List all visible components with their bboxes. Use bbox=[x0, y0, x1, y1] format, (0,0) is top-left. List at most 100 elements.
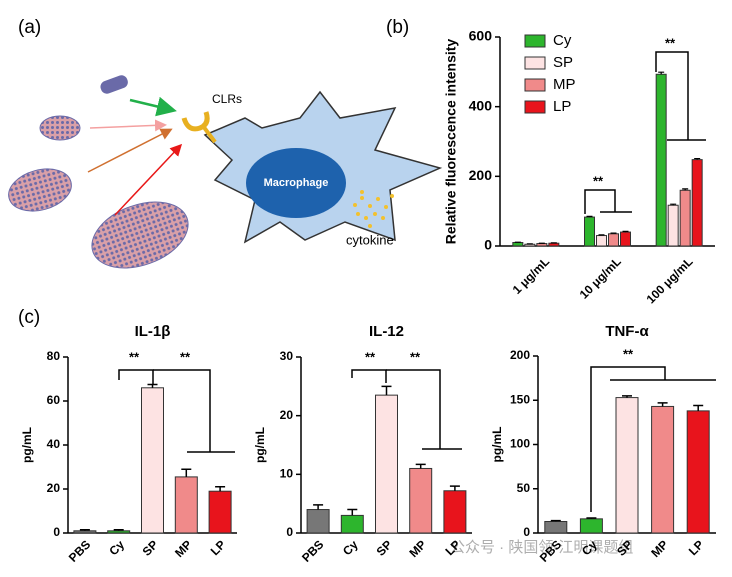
receptor-label: CLRs bbox=[212, 92, 242, 106]
error-bar bbox=[550, 519, 561, 522]
particle bbox=[100, 75, 128, 94]
y-tick-label: 150 bbox=[510, 392, 530, 406]
x-tick-label: SP bbox=[140, 537, 161, 558]
error-bar bbox=[415, 463, 426, 469]
watermark: 公众号 · 陕国领-江明课题组 bbox=[450, 539, 633, 556]
bar bbox=[686, 410, 710, 534]
significance-label: ** bbox=[180, 349, 191, 364]
x-tick-label: SP bbox=[374, 537, 395, 558]
bar bbox=[548, 242, 560, 247]
particle bbox=[8, 168, 72, 212]
significance-bracket bbox=[584, 189, 632, 214]
panel-label: (a) bbox=[18, 17, 41, 38]
bar bbox=[107, 530, 131, 534]
legend-swatch bbox=[524, 34, 546, 48]
receptor bbox=[201, 124, 217, 144]
y-tick-label: 20 bbox=[280, 408, 294, 422]
x-tick-label: MP bbox=[172, 537, 195, 560]
bar bbox=[608, 233, 619, 247]
legend-label: Cy bbox=[553, 32, 572, 49]
chart-title: IL-12 bbox=[369, 323, 404, 340]
nucleus bbox=[246, 148, 346, 218]
cell-label: Macrophage bbox=[264, 177, 329, 189]
y-tick-label: 50 bbox=[517, 481, 531, 495]
chart-title: IL-1β bbox=[135, 323, 171, 340]
y-axis-label: pg/mL bbox=[490, 427, 504, 463]
bar bbox=[409, 467, 433, 534]
x-tick-label: Cy bbox=[106, 537, 127, 558]
error-bar bbox=[658, 71, 665, 75]
bar bbox=[584, 216, 595, 247]
y-tick-label: 0 bbox=[523, 525, 530, 539]
bar bbox=[174, 476, 198, 534]
x-tick-label: MP bbox=[406, 537, 429, 560]
arrow bbox=[89, 119, 167, 132]
x-tick-label: 100 μg/mL bbox=[644, 254, 696, 306]
panel-label: (b) bbox=[386, 17, 409, 38]
x-tick-label: LP bbox=[208, 537, 229, 558]
significance-bracket bbox=[655, 51, 706, 141]
legend-label: SP bbox=[553, 54, 573, 71]
x-tick-label: 1 μg/mL bbox=[510, 254, 552, 296]
legend-label: LP bbox=[553, 98, 571, 115]
error-bar bbox=[449, 485, 460, 491]
y-tick-label: 10 bbox=[280, 467, 294, 481]
bar bbox=[615, 397, 639, 534]
significance-label: ** bbox=[623, 346, 634, 361]
error-bar bbox=[682, 188, 689, 191]
legend-label: MP bbox=[553, 76, 576, 93]
y-tick-label: 80 bbox=[47, 349, 61, 363]
bar bbox=[340, 514, 364, 534]
y-axis-label: pg/mL bbox=[253, 427, 267, 463]
arrow bbox=[129, 96, 177, 117]
error-bar bbox=[347, 508, 358, 516]
y-tick-label: 30 bbox=[280, 349, 294, 363]
significance-label: ** bbox=[593, 173, 604, 188]
particle bbox=[91, 201, 189, 269]
arrow bbox=[114, 143, 183, 216]
error-bar bbox=[694, 157, 701, 160]
x-tick-label: PBS bbox=[299, 537, 326, 564]
y-tick-label: 20 bbox=[47, 481, 61, 495]
x-tick-label: MP bbox=[648, 537, 671, 560]
chart-title: TNF-α bbox=[605, 323, 649, 340]
y-tick-label: 0 bbox=[53, 525, 60, 539]
receptor bbox=[181, 111, 210, 132]
cytokines bbox=[353, 190, 394, 228]
y-tick-label: 200 bbox=[469, 167, 493, 183]
y-tick-label: 100 bbox=[510, 437, 530, 451]
significance-bracket bbox=[590, 366, 716, 512]
bar bbox=[512, 242, 524, 247]
significance-bracket bbox=[386, 369, 462, 450]
bar bbox=[679, 189, 691, 247]
significance-bracket bbox=[351, 369, 387, 383]
bar bbox=[375, 394, 398, 534]
error-bar bbox=[610, 232, 617, 234]
error-bar bbox=[657, 402, 668, 407]
error-bar bbox=[693, 404, 704, 411]
bar bbox=[443, 490, 467, 534]
error-bar bbox=[598, 234, 605, 236]
particle bbox=[39, 115, 81, 141]
y-axis-label: Relative fluorescence intensity bbox=[443, 39, 459, 245]
bar bbox=[73, 530, 97, 534]
diagram: CLRs Macrophage cytokine bbox=[8, 75, 443, 269]
error-bar bbox=[670, 203, 677, 206]
cytokine-label: cytokine bbox=[346, 232, 394, 247]
bar bbox=[596, 235, 607, 247]
y-tick-label: 600 bbox=[469, 28, 493, 44]
bar bbox=[651, 405, 675, 534]
legend-swatch bbox=[524, 56, 546, 70]
bar bbox=[667, 204, 679, 247]
error-bar bbox=[313, 504, 324, 510]
y-axis-label: pg/mL bbox=[20, 427, 34, 463]
error-bar bbox=[622, 395, 632, 398]
error-bar bbox=[586, 517, 597, 519]
error-bar bbox=[586, 215, 593, 218]
error-bar bbox=[181, 468, 192, 477]
error-bar bbox=[79, 528, 90, 531]
bar bbox=[536, 243, 548, 247]
significance-label: ** bbox=[129, 349, 140, 364]
bar bbox=[306, 509, 330, 534]
